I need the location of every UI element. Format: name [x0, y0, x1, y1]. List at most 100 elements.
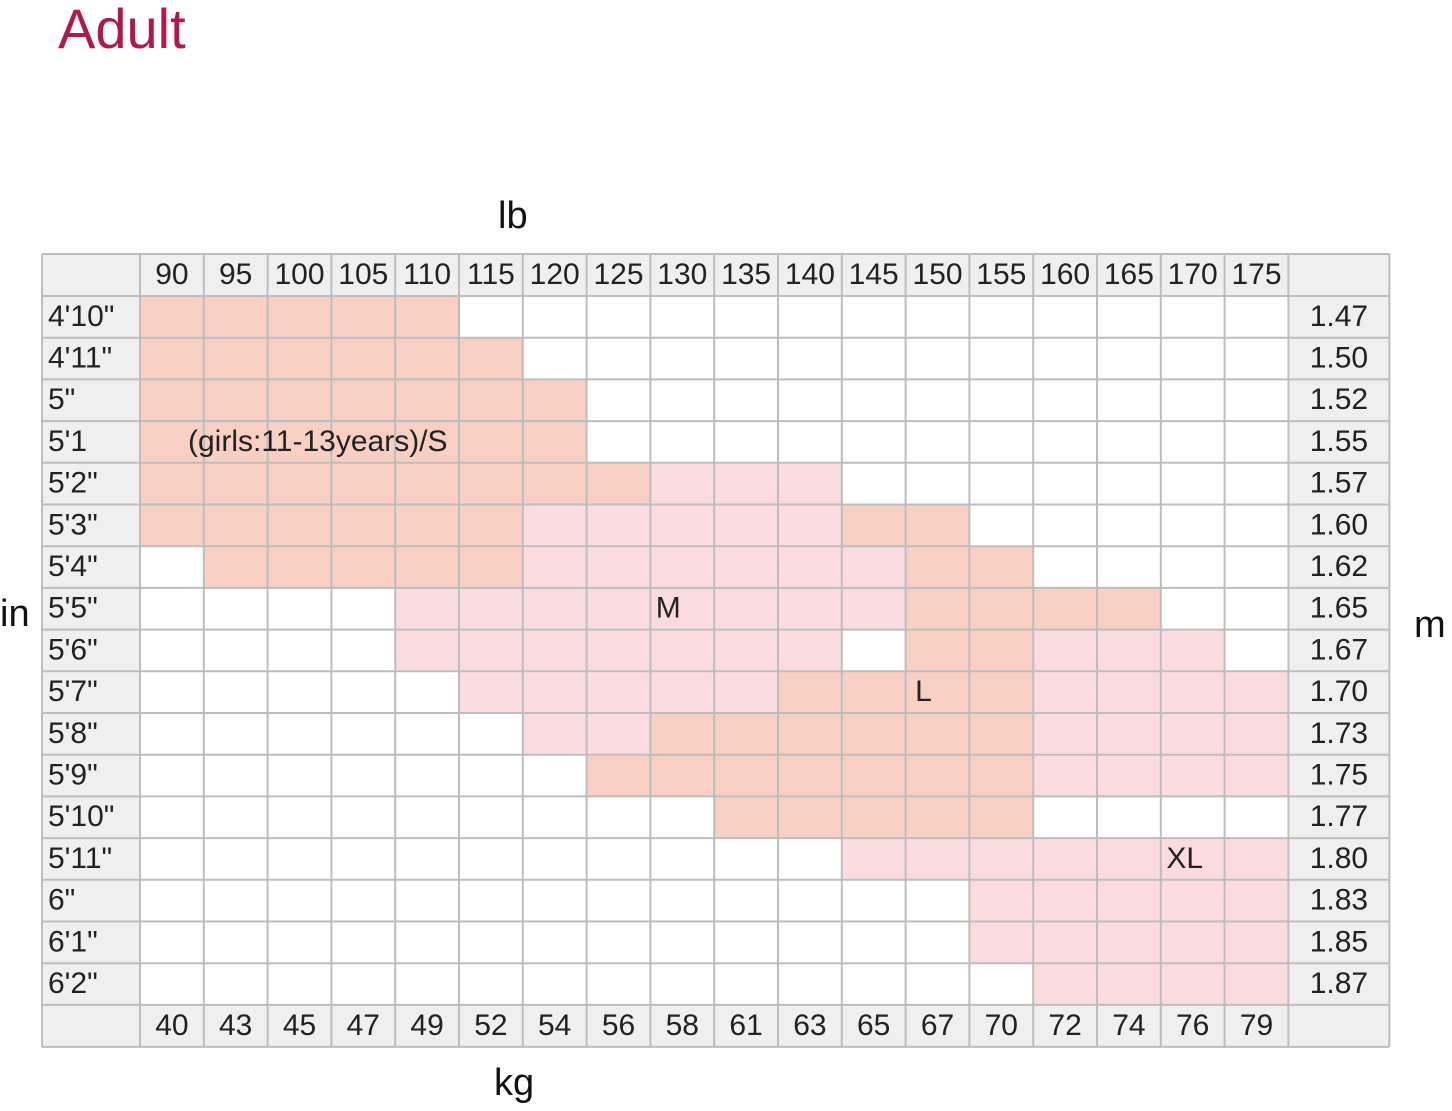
tick-label-height-m: 1.73 — [1310, 717, 1368, 750]
grid-cell — [459, 963, 523, 1005]
tick-label-height-m: 1.65 — [1310, 592, 1368, 625]
grid-cell — [905, 838, 970, 880]
tick-label-height-ft: 5" — [48, 383, 75, 416]
grid-cell — [841, 587, 906, 630]
page-title: Adult — [58, 0, 186, 60]
grid-cell — [714, 546, 778, 588]
grid-cell — [140, 546, 204, 588]
grid-cell — [267, 587, 332, 630]
grid-cell — [778, 546, 842, 588]
grid-cell — [331, 337, 396, 380]
grid-cell — [841, 963, 906, 1005]
tick-label-height-m: 1.80 — [1310, 842, 1368, 875]
tick-label-height-m: 1.70 — [1310, 675, 1368, 708]
tick-label-height-ft: 5'11" — [48, 842, 112, 875]
grid-cell — [1160, 713, 1225, 755]
grid-cell — [586, 879, 651, 922]
grid-cell — [140, 421, 204, 463]
grid-cell — [586, 963, 651, 1005]
tick-label-height-m: 1.77 — [1310, 800, 1368, 833]
grid-cell — [395, 629, 459, 672]
grid-cell — [1160, 421, 1225, 463]
grid-cell — [841, 838, 906, 880]
tick-label-height-m: 1.62 — [1310, 550, 1368, 583]
tick-label-height-m: 1.47 — [1310, 300, 1368, 333]
grid-cell — [586, 629, 651, 672]
grid-cell — [395, 337, 459, 380]
tick-label-height-m: 1.75 — [1310, 758, 1368, 791]
tick-label-height-m: 1.55 — [1310, 425, 1368, 458]
size-label-m: M — [656, 592, 681, 625]
grid-cell — [203, 379, 268, 422]
grid-cell — [203, 796, 268, 839]
grid-cell — [522, 337, 587, 380]
grid-cell — [459, 879, 523, 922]
grid-cell — [1224, 963, 1289, 1005]
tick-label-kg: 52 — [474, 1009, 507, 1042]
grid-cell — [203, 587, 268, 630]
grid-cell — [267, 963, 332, 1005]
grid-cell — [714, 629, 778, 672]
grid-cell — [1224, 713, 1289, 755]
grid-cell — [331, 796, 396, 839]
grid-cell — [778, 796, 842, 839]
grid-cell — [267, 921, 332, 964]
height-ft-column — [42, 296, 140, 1005]
grid-cell — [1033, 546, 1097, 588]
grid-cell — [905, 671, 970, 713]
grid-cell — [905, 629, 970, 672]
grid-cell — [140, 754, 204, 797]
grid-cell — [650, 296, 715, 338]
grid-cell — [1097, 296, 1161, 338]
tick-label-height-ft: 5'5" — [48, 592, 98, 625]
grid-cell — [841, 754, 906, 797]
grid-cell — [522, 796, 587, 839]
grid-cell — [522, 546, 587, 588]
grid-cell — [1097, 796, 1161, 839]
tick-label-lb: 135 — [721, 258, 771, 291]
grid-cell — [1097, 963, 1161, 1005]
grid-cell — [331, 713, 396, 755]
grid-cell — [778, 379, 842, 422]
grid-cell — [331, 421, 396, 463]
grid-cell — [140, 713, 204, 755]
grid-cell — [1033, 296, 1097, 338]
grid-cell — [203, 838, 268, 880]
grid-cell — [778, 879, 842, 922]
grid-cell — [714, 713, 778, 755]
grid-cell — [395, 587, 459, 630]
grid-cell — [841, 421, 906, 463]
grid-cell — [395, 421, 459, 463]
grid-cell — [395, 546, 459, 588]
grid-cell — [203, 671, 268, 713]
grid-cell — [586, 587, 651, 630]
grid-cell — [395, 504, 459, 547]
grid-cell — [586, 462, 651, 505]
grid-cell — [331, 504, 396, 547]
grid-cell — [522, 963, 587, 1005]
grid-cell — [778, 337, 842, 380]
grid-cell — [650, 921, 715, 964]
grid-cell — [1160, 296, 1225, 338]
grid-cell — [905, 587, 970, 630]
tick-label-lb: 120 — [530, 258, 580, 291]
grid-cell — [778, 504, 842, 547]
tick-label-lb: 140 — [785, 258, 835, 291]
grid-cell — [203, 421, 268, 463]
tick-label-height-ft: 5'8" — [48, 717, 98, 750]
grid-cell — [267, 504, 332, 547]
grid-cell — [267, 671, 332, 713]
grid-cell — [459, 337, 523, 380]
tick-label-kg: 45 — [283, 1009, 316, 1042]
tick-label-height-ft: 5'1 — [48, 425, 87, 458]
grid-cell — [905, 379, 970, 422]
grid-cell — [459, 504, 523, 547]
grid-cell — [650, 754, 715, 797]
grid-cell — [331, 462, 396, 505]
grid-cell — [714, 504, 778, 547]
tick-label-kg: 65 — [857, 1009, 890, 1042]
tick-label-kg: 63 — [793, 1009, 826, 1042]
grid-cell — [778, 629, 842, 672]
grid-cell — [778, 462, 842, 505]
grid-cell — [714, 296, 778, 338]
